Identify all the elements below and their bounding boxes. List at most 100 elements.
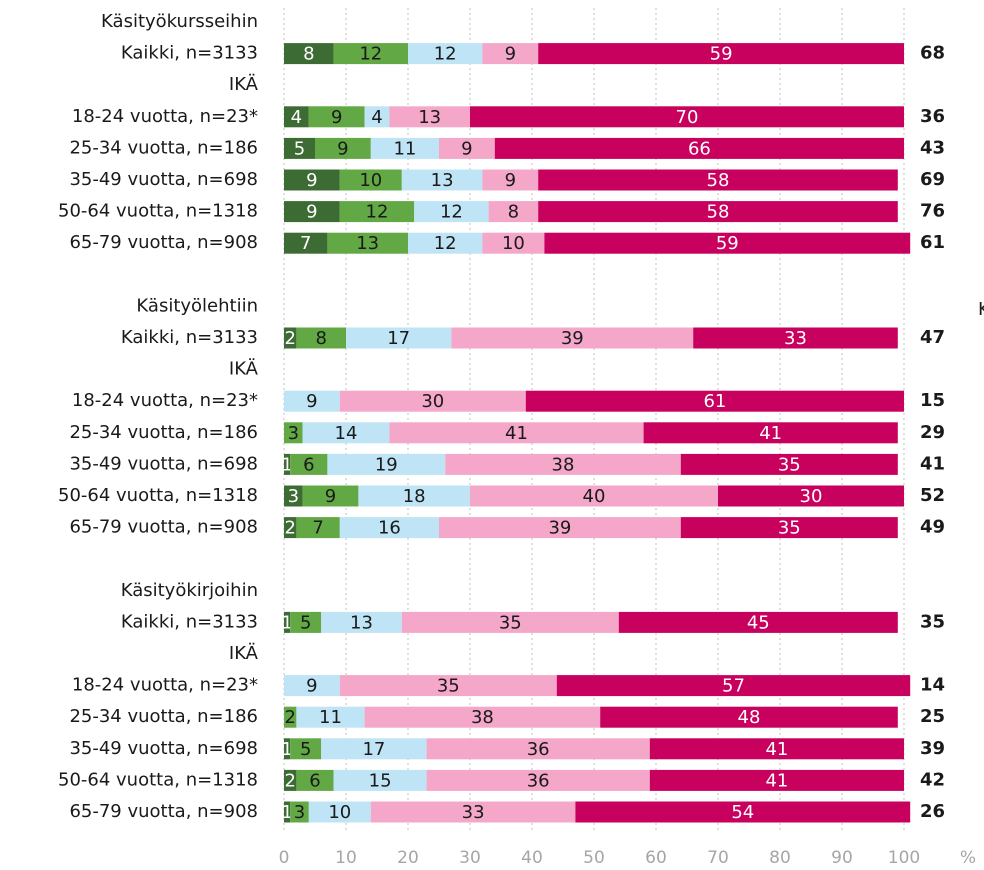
- data-label: 1: [281, 739, 292, 760]
- bar-segment: [302, 485, 359, 507]
- bar-segment: [401, 169, 483, 191]
- bar-segment: [346, 327, 452, 349]
- bar-segment: [439, 137, 495, 159]
- bar-segment: [556, 675, 911, 697]
- data-label: 1: [281, 802, 292, 823]
- data-label: 9: [306, 676, 317, 697]
- row-label: 25-34 vuotta, n=186: [69, 422, 258, 443]
- row-label: IKÄ: [229, 74, 259, 95]
- data-label: 3: [288, 486, 299, 507]
- data-label: 18: [403, 486, 426, 507]
- data-label: 33: [462, 802, 485, 823]
- row-label: 35-49 vuotta, n=698: [69, 453, 258, 474]
- data-label: 59: [716, 233, 739, 254]
- bar-segment: [649, 738, 904, 760]
- bar-segment: [327, 453, 446, 475]
- bar-segment: [290, 738, 322, 760]
- row-label: 18-24 vuotta, n=23*: [72, 390, 258, 411]
- row-label: 65-79 vuotta, n=908: [69, 517, 258, 538]
- bar-segment: [302, 422, 390, 444]
- data-label: 4: [291, 107, 302, 128]
- data-label: 2: [284, 707, 295, 728]
- data-label: 70: [676, 107, 699, 128]
- bar-segment: [538, 169, 898, 191]
- bar-segment: [389, 422, 644, 444]
- data-label: 12: [440, 202, 463, 223]
- bar-segment: [401, 611, 619, 633]
- data-label: 8: [303, 44, 314, 65]
- x-tick-label: 40: [521, 848, 543, 868]
- bar-segment: [327, 232, 408, 254]
- x-tick-label: 30: [459, 848, 481, 868]
- bar-segment: [445, 453, 681, 475]
- row-total: 68: [920, 43, 945, 64]
- data-label: 13: [356, 233, 379, 254]
- data-label: 5: [294, 138, 305, 159]
- data-label: 30: [421, 391, 444, 412]
- row-label: 18-24 vuotta, n=23*: [72, 106, 258, 127]
- data-label: 35: [778, 454, 801, 475]
- row-label: IKÄ: [229, 359, 259, 380]
- x-tick-label: 0: [279, 848, 290, 868]
- row-label: 50-64 vuotta, n=1318: [58, 485, 258, 506]
- bar-segment: [284, 327, 297, 349]
- bar-segment: [284, 43, 334, 65]
- row-label: 25-34 vuotta, n=186: [69, 706, 258, 727]
- data-label: 41: [765, 770, 788, 791]
- data-label: 57: [722, 676, 745, 697]
- data-label: 2: [284, 770, 295, 791]
- bar-segment: [643, 422, 898, 444]
- data-label: 10: [359, 170, 382, 191]
- data-label: 9: [505, 170, 516, 191]
- data-label: 10: [502, 233, 525, 254]
- data-label: 12: [434, 233, 457, 254]
- bar-segment: [488, 201, 539, 223]
- bar-segment: [284, 137, 315, 159]
- bar-segment: [290, 611, 322, 633]
- bar-segment: [370, 801, 576, 823]
- data-label: 15: [369, 770, 392, 791]
- row-total: 49: [920, 517, 945, 538]
- data-label: 10: [328, 802, 351, 823]
- row-total: 61: [920, 232, 945, 253]
- bar-segment: [649, 769, 904, 791]
- bar-segment: [339, 517, 439, 539]
- bar-segment: [339, 169, 402, 191]
- x-tick-label: 80: [769, 848, 791, 868]
- bar-segment: [482, 169, 539, 191]
- data-label: 36: [527, 739, 550, 760]
- data-label: 9: [306, 170, 317, 191]
- row-label: Käsityökursseihin: [101, 11, 258, 32]
- data-label: 2: [284, 328, 295, 349]
- row-total: 29: [920, 422, 945, 443]
- data-label: 1: [281, 612, 292, 633]
- bar-segment: [339, 201, 415, 223]
- row-label: 50-64 vuotta, n=1318: [58, 769, 258, 790]
- bar-segment: [284, 769, 297, 791]
- bar-segment: [284, 675, 340, 697]
- data-label: 13: [350, 612, 373, 633]
- data-label: 8: [315, 328, 326, 349]
- x-tick-label: 20: [397, 848, 419, 868]
- data-label: 30: [800, 486, 823, 507]
- bar-segment: [339, 390, 526, 412]
- row-label: 35-49 vuotta, n=698: [69, 738, 258, 759]
- bar-segment: [538, 43, 904, 65]
- data-label: 48: [738, 707, 761, 728]
- row-label: 18-24 vuotta, n=23*: [72, 675, 258, 696]
- row-label: Kaikki, n=3133: [121, 43, 258, 64]
- row-total: 35: [920, 611, 945, 632]
- data-label: 36: [527, 770, 550, 791]
- annotation: K: [978, 299, 984, 320]
- data-label: 14: [335, 423, 358, 444]
- data-label: 9: [306, 202, 317, 223]
- row-total: 15: [920, 390, 945, 411]
- bar-segment: [308, 106, 365, 128]
- data-label: 66: [688, 138, 711, 159]
- bar-segment: [414, 201, 489, 223]
- bar-segment: [544, 232, 911, 254]
- data-label: 9: [461, 138, 472, 159]
- bar-segment: [538, 201, 898, 223]
- x-tick-label: 50: [583, 848, 605, 868]
